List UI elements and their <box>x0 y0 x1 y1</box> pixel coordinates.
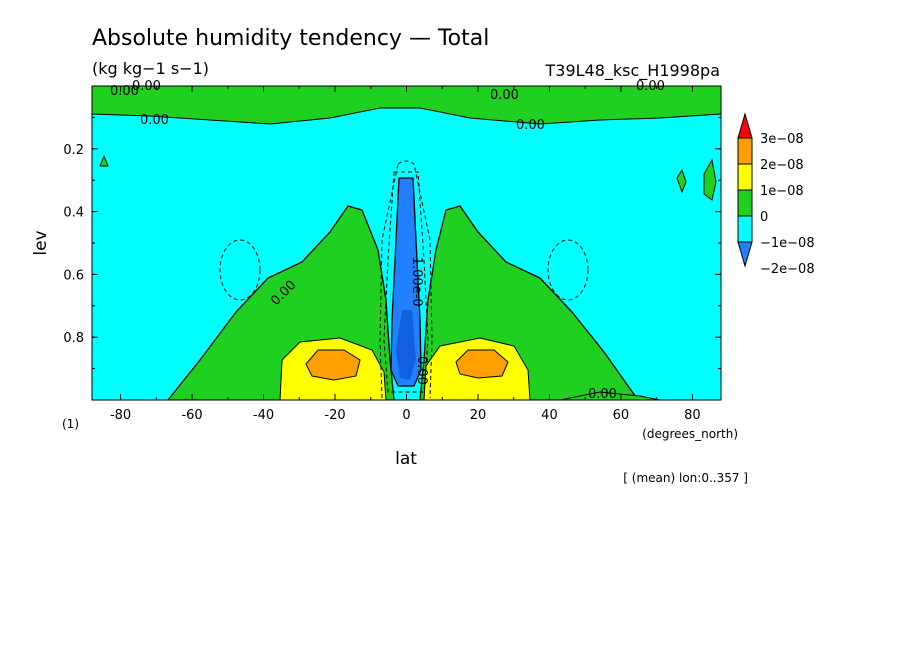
x-tick-label: 0 <box>402 408 410 423</box>
x-tick-label: 20 <box>470 408 487 423</box>
x-tick-label: 60 <box>613 408 630 423</box>
units-label: (kg kg−1 s−1) <box>92 59 209 78</box>
colorbar-label: −2e−08 <box>760 262 815 277</box>
y-tick-label: 0.8 <box>63 331 84 346</box>
neg-contour-left-ellipse <box>219 239 261 301</box>
colorbar-label: −1e−08 <box>760 236 815 251</box>
x-tick-label: 80 <box>684 408 701 423</box>
colorbar-segment <box>737 137 753 165</box>
x-tick-label: -20 <box>324 408 345 423</box>
region-zero-lower-plume <box>167 205 639 400</box>
contour-label: 0.00 <box>414 356 429 385</box>
colorbar-extend-top <box>737 112 753 139</box>
contour-label: 0.00 <box>636 79 665 94</box>
colorbar-label: 2e−08 <box>760 158 804 173</box>
x-units-label: (degrees_north) <box>642 427 738 441</box>
y-axis: 0.2 0.4 0.6 0.8 <box>63 116 721 401</box>
neg-contour-outer <box>379 160 433 399</box>
y-units-label: (1) <box>62 417 79 431</box>
y-tick-label: 0.2 <box>63 143 84 158</box>
region-neg2-core <box>396 310 416 380</box>
contour-label: 0.00 <box>588 387 617 402</box>
x-tick-label: -60 <box>181 408 202 423</box>
colorbar-label: 3e−08 <box>760 132 804 147</box>
region-pos2-left <box>305 349 361 381</box>
contour-labels: 0.000.000.000.000.000.000.000.00-1.00e-0… <box>110 79 665 402</box>
contour-label: 0.00 <box>516 118 545 133</box>
colorbar-segment <box>737 189 753 217</box>
neg-contour-right-ellipse <box>547 239 589 301</box>
y-tick-label: 0.6 <box>63 268 84 283</box>
contour-label: 0.00 <box>490 88 519 103</box>
x-tick-label: 40 <box>541 408 558 423</box>
contour-label: 0.00 <box>140 113 169 128</box>
y-axis-label: lev <box>31 230 51 255</box>
contour-label: 0.00 <box>132 79 161 94</box>
colorbar-segment <box>737 163 753 191</box>
region-zero-patch-right2 <box>703 158 717 201</box>
contour-plot-area <box>92 86 721 400</box>
region-zero-top-band <box>92 86 721 125</box>
y-tick-label: 0.4 <box>63 206 84 221</box>
footnote: [ (mean) lon:0..357 ] <box>623 471 748 485</box>
contour-label: 0.00 <box>110 84 139 99</box>
x-axis: -80 -60 -40 -20 0 20 40 60 80 <box>110 86 701 423</box>
colorbar-label: 1e−08 <box>760 184 804 199</box>
region-pos2-right <box>455 349 509 379</box>
experiment-label: T39L48_ksc_H1998pa <box>544 61 720 81</box>
chart-title: Absolute humidity tendency — Total <box>92 26 489 51</box>
colorbar-segment <box>737 215 753 243</box>
x-axis-label: lat <box>395 449 417 469</box>
x-tick-label: -40 <box>253 408 274 423</box>
contour-label: -1.00e-0 <box>409 252 424 307</box>
x-tick-label: -80 <box>110 408 131 423</box>
colorbar-extend-bottom <box>737 241 753 268</box>
region-zero-patch-left <box>99 154 109 167</box>
region-zero-patch-right1 <box>676 168 687 194</box>
neg-contour-inner <box>383 171 429 393</box>
colorbar-label: 0 <box>760 210 768 225</box>
colorbar: 3e−08 2e−08 1e−08 0 −1e−08 −2e−08 <box>737 112 815 277</box>
